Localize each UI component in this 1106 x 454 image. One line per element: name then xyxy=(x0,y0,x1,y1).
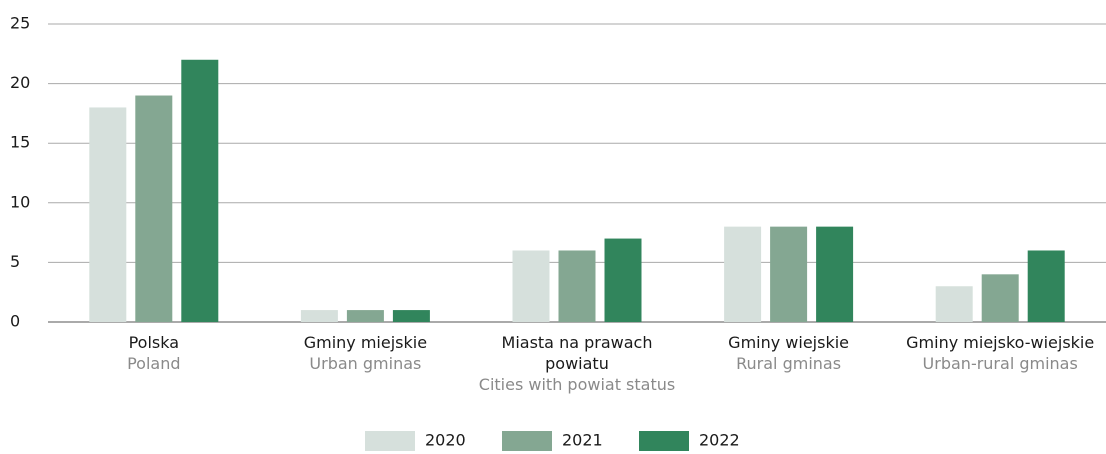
y-tick-label: 15 xyxy=(10,133,30,152)
bar xyxy=(558,250,596,322)
legend-swatch xyxy=(502,431,552,451)
legend-swatch xyxy=(639,431,689,451)
category-translation: Poland xyxy=(127,354,181,373)
y-tick-label: 20 xyxy=(10,73,30,92)
category-translation: Urban-rural gminas xyxy=(922,354,1078,373)
legend-label: 2020 xyxy=(425,431,466,450)
x-tick-label: Polska Poland xyxy=(54,332,254,374)
category-name: Gminy miejsko-wiejskie xyxy=(906,333,1095,352)
category-translation: Rural gminas xyxy=(736,354,842,373)
bar xyxy=(1027,250,1065,322)
legend-label: 2022 xyxy=(699,431,740,450)
y-tick-label: 5 xyxy=(10,252,20,271)
x-tick-label: Gminy miejsko-wiejskie Urban-rural gminas xyxy=(900,332,1100,374)
legend-swatch xyxy=(365,431,415,451)
y-tick-label: 0 xyxy=(10,312,20,331)
bar xyxy=(935,286,973,322)
x-tick-label: Gminy miejskie Urban gminas xyxy=(265,332,465,374)
bar xyxy=(816,226,854,322)
bar xyxy=(512,250,550,322)
bar xyxy=(981,274,1019,322)
category-name: Gminy miejskie xyxy=(303,333,428,352)
x-tick-label: Gminy wiejskie Rural gminas xyxy=(689,332,889,374)
category-name: Miasta na prawach powiatu xyxy=(501,333,653,373)
category-translation: Cities with powiat status xyxy=(478,375,676,394)
category-name: Polska xyxy=(128,333,180,352)
legend-label: 2021 xyxy=(562,431,603,450)
y-tick-label: 25 xyxy=(10,14,30,33)
bar xyxy=(392,310,430,322)
bar xyxy=(300,310,338,322)
bar xyxy=(724,226,762,322)
bar xyxy=(346,310,384,322)
bar xyxy=(770,226,808,322)
bar xyxy=(135,95,173,323)
y-tick-label: 10 xyxy=(10,192,30,211)
x-tick-label: Miasta na prawach powiatu Cities with pow… xyxy=(477,332,677,395)
category-translation: Urban gminas xyxy=(309,354,422,373)
bar xyxy=(89,107,127,322)
bar xyxy=(181,59,219,322)
bar xyxy=(604,238,642,322)
category-name: Gminy wiejskie xyxy=(728,333,850,352)
